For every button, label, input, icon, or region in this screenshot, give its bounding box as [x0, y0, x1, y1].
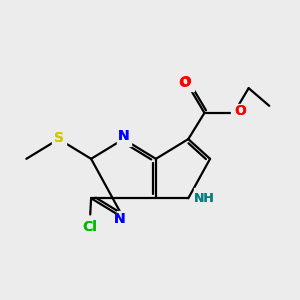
Text: N: N — [113, 212, 125, 226]
Text: NH: NH — [194, 192, 215, 205]
Text: O: O — [234, 104, 246, 118]
Text: Cl: Cl — [82, 220, 97, 234]
Text: S: S — [54, 130, 64, 145]
Text: NH: NH — [194, 192, 215, 205]
Text: N: N — [118, 129, 129, 142]
Text: O: O — [235, 104, 246, 118]
Text: S: S — [54, 130, 64, 145]
Text: O: O — [179, 75, 191, 89]
Text: N: N — [118, 129, 129, 143]
Text: Cl: Cl — [82, 220, 97, 234]
Text: N: N — [113, 212, 125, 226]
Text: O: O — [178, 76, 190, 90]
